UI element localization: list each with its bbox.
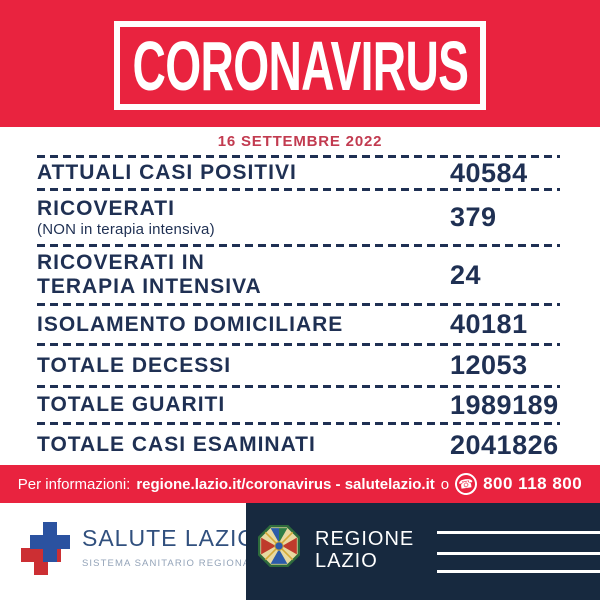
stat-value: 40584 — [450, 157, 528, 188]
stat-value: 1989189 — [450, 389, 559, 420]
info-links: regione.lazio.it/coronavirus - salutelaz… — [136, 475, 435, 493]
stat-label: RICOVERATI — [37, 197, 175, 220]
stat-label: TOTALE GUARITI — [37, 393, 226, 416]
stat-value: 379 — [450, 202, 497, 232]
stat-value: 40181 — [450, 309, 528, 339]
flag-stripe — [437, 531, 600, 534]
stat-label: RICOVERATI IN TERAPIA INTENSIVA — [37, 251, 262, 298]
stat-row-terapia-intensiva: RICOVERATI IN TERAPIA INTENSIVA 24 — [0, 247, 600, 303]
title-box: CORONAVIRUS — [114, 21, 486, 110]
salute-lazio-text: SALUTE LAZIO SISTEMA SANITARIO REGIONALE — [82, 525, 264, 569]
info-prefix: Per informazioni: — [17, 475, 131, 493]
stat-label: TOTALE CASI ESAMINATI — [37, 433, 316, 456]
regione-lazio-block: REGIONE LAZIO — [246, 503, 600, 600]
dashed-divider — [37, 188, 560, 191]
dashed-divider — [37, 244, 560, 247]
regione-lazio-emblem-icon — [257, 524, 301, 572]
regione-lazio-title: REGIONE LAZIO — [315, 528, 415, 572]
header-band: CORONAVIRUS — [0, 0, 600, 127]
salute-lazio-cross-icon — [20, 515, 70, 582]
salute-lazio-subtitle: SISTEMA SANITARIO REGIONALE — [82, 558, 265, 569]
stat-row-totale-casi-esaminati: TOTALE CASI ESAMINATI 2041826 — [0, 425, 600, 465]
page-title: CORONAVIRUS — [132, 26, 468, 105]
phone-icon: ☎ — [453, 471, 479, 497]
stat-value: 2041826 — [450, 429, 559, 460]
stat-row-isolamento-domiciliare: ISOLAMENTO DOMICILIARE 40181 — [0, 306, 600, 343]
stat-sublabel: (NON in terapia intensiva) — [37, 221, 215, 238]
stat-row-ricoverati: RICOVERATI (NON in terapia intensiva) 37… — [0, 191, 600, 244]
report-date: 16 SETTEMBRE 2022 — [217, 132, 383, 150]
dashed-divider — [37, 343, 560, 346]
stats-table: ATTUALI CASI POSITIVI 40584 RICOVERATI (… — [0, 155, 600, 465]
info-bar: Per informazioni: regione.lazio.it/coron… — [0, 465, 600, 503]
dashed-divider — [37, 155, 560, 158]
stat-row-totale-decessi: TOTALE DECESSI 12053 — [0, 346, 600, 385]
flag-stripe — [437, 570, 600, 573]
dashed-divider — [37, 422, 560, 425]
stat-value: 24 — [450, 259, 482, 290]
stat-value: 12053 — [450, 350, 528, 380]
stat-row-totale-guariti: TOTALE GUARITI 1989189 — [0, 388, 600, 422]
flag-stripe — [437, 552, 600, 555]
salute-lazio-title: SALUTE LAZIO — [82, 525, 257, 551]
stat-label: ATTUALI CASI POSITIVI — [37, 161, 297, 184]
footer: SALUTE LAZIO SISTEMA SANITARIO REGIONALE… — [0, 503, 600, 600]
dashed-divider — [37, 385, 560, 388]
stat-label: ISOLAMENTO DOMICILIARE — [37, 312, 344, 336]
phone-glyph: ☎ — [457, 476, 475, 492]
stat-label: TOTALE DECESSI — [37, 353, 232, 377]
dashed-divider — [37, 303, 560, 306]
phone-number: 800 118 800 — [483, 474, 583, 493]
stat-row-attuali-casi-positivi: ATTUALI CASI POSITIVI 40584 — [0, 158, 600, 188]
info-connector: o — [440, 475, 450, 493]
